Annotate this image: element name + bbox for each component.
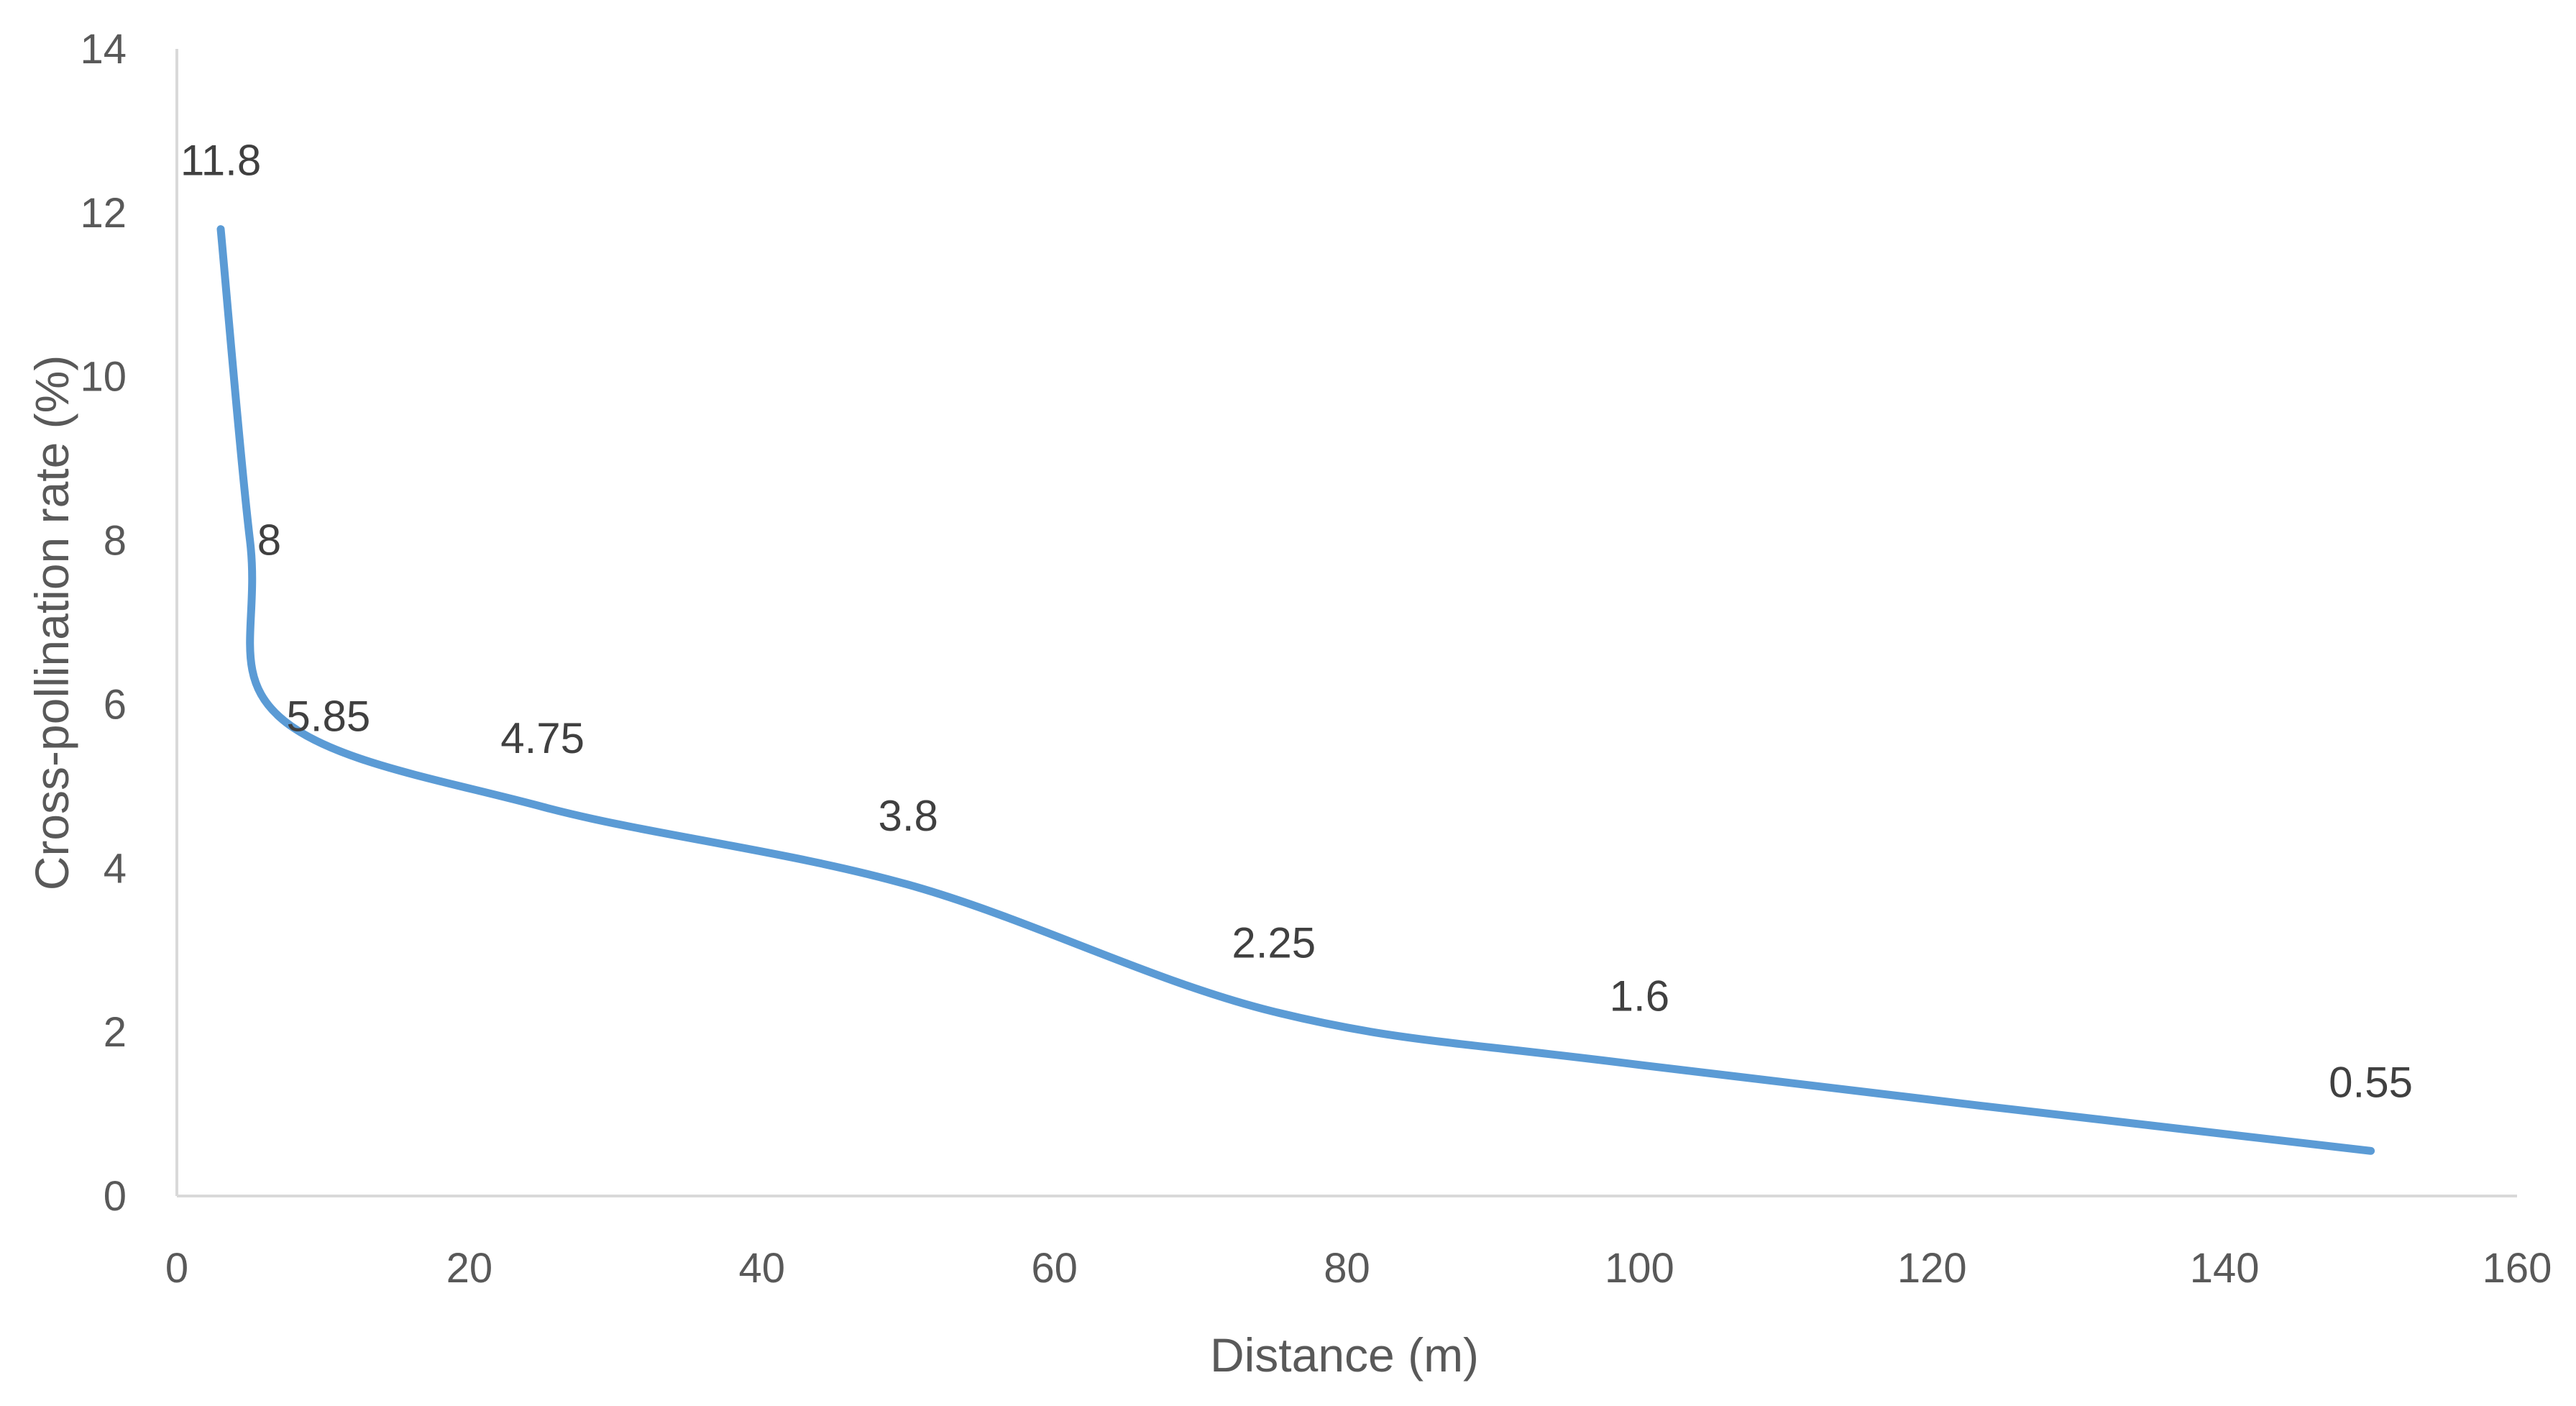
x-tick-label: 100 [1605, 1245, 1674, 1292]
y-tick-label: 4 [104, 845, 127, 892]
y-tick-label: 14 [80, 26, 127, 73]
data-label: 2.25 [1232, 919, 1316, 967]
series-group [216, 225, 2375, 1155]
x-tick-label: 160 [2483, 1245, 2552, 1292]
series-line [216, 225, 2375, 1155]
x-tick-label: 140 [2190, 1245, 2260, 1292]
axes [175, 49, 2517, 1197]
y-tick-label: 10 [80, 354, 127, 401]
data-label: 8 [257, 516, 281, 565]
x-tick-label: 120 [1897, 1245, 1967, 1292]
y-tick-label: 0 [104, 1173, 127, 1220]
data-label: 5.85 [286, 693, 370, 741]
x-axis-title: Distance (m) [1210, 1328, 1479, 1382]
data-label: 0.55 [2329, 1058, 2413, 1106]
x-tick-label: 80 [1324, 1245, 1370, 1292]
data-label: 4.75 [500, 714, 585, 762]
y-tick-label: 8 [104, 518, 127, 565]
x-tick-label: 0 [165, 1245, 188, 1292]
y-tick-label: 6 [104, 681, 127, 728]
y-tick-label: 2 [104, 1009, 127, 1056]
x-tick-label: 40 [738, 1245, 785, 1292]
x-tick-label: 60 [1031, 1245, 1078, 1292]
y-axis-title: Cross-pollination rate (%) [25, 355, 78, 891]
data-label: 1.6 [1610, 972, 1669, 1021]
data-label: 3.8 [878, 792, 938, 840]
data-labels: 11.8 8 5.85 4.75 3.8 2.25 1.6 0.55 [180, 137, 2413, 1107]
data-label: 11.8 [180, 137, 261, 185]
y-tick-label: 12 [80, 190, 127, 237]
x-tick-label: 20 [446, 1245, 493, 1292]
